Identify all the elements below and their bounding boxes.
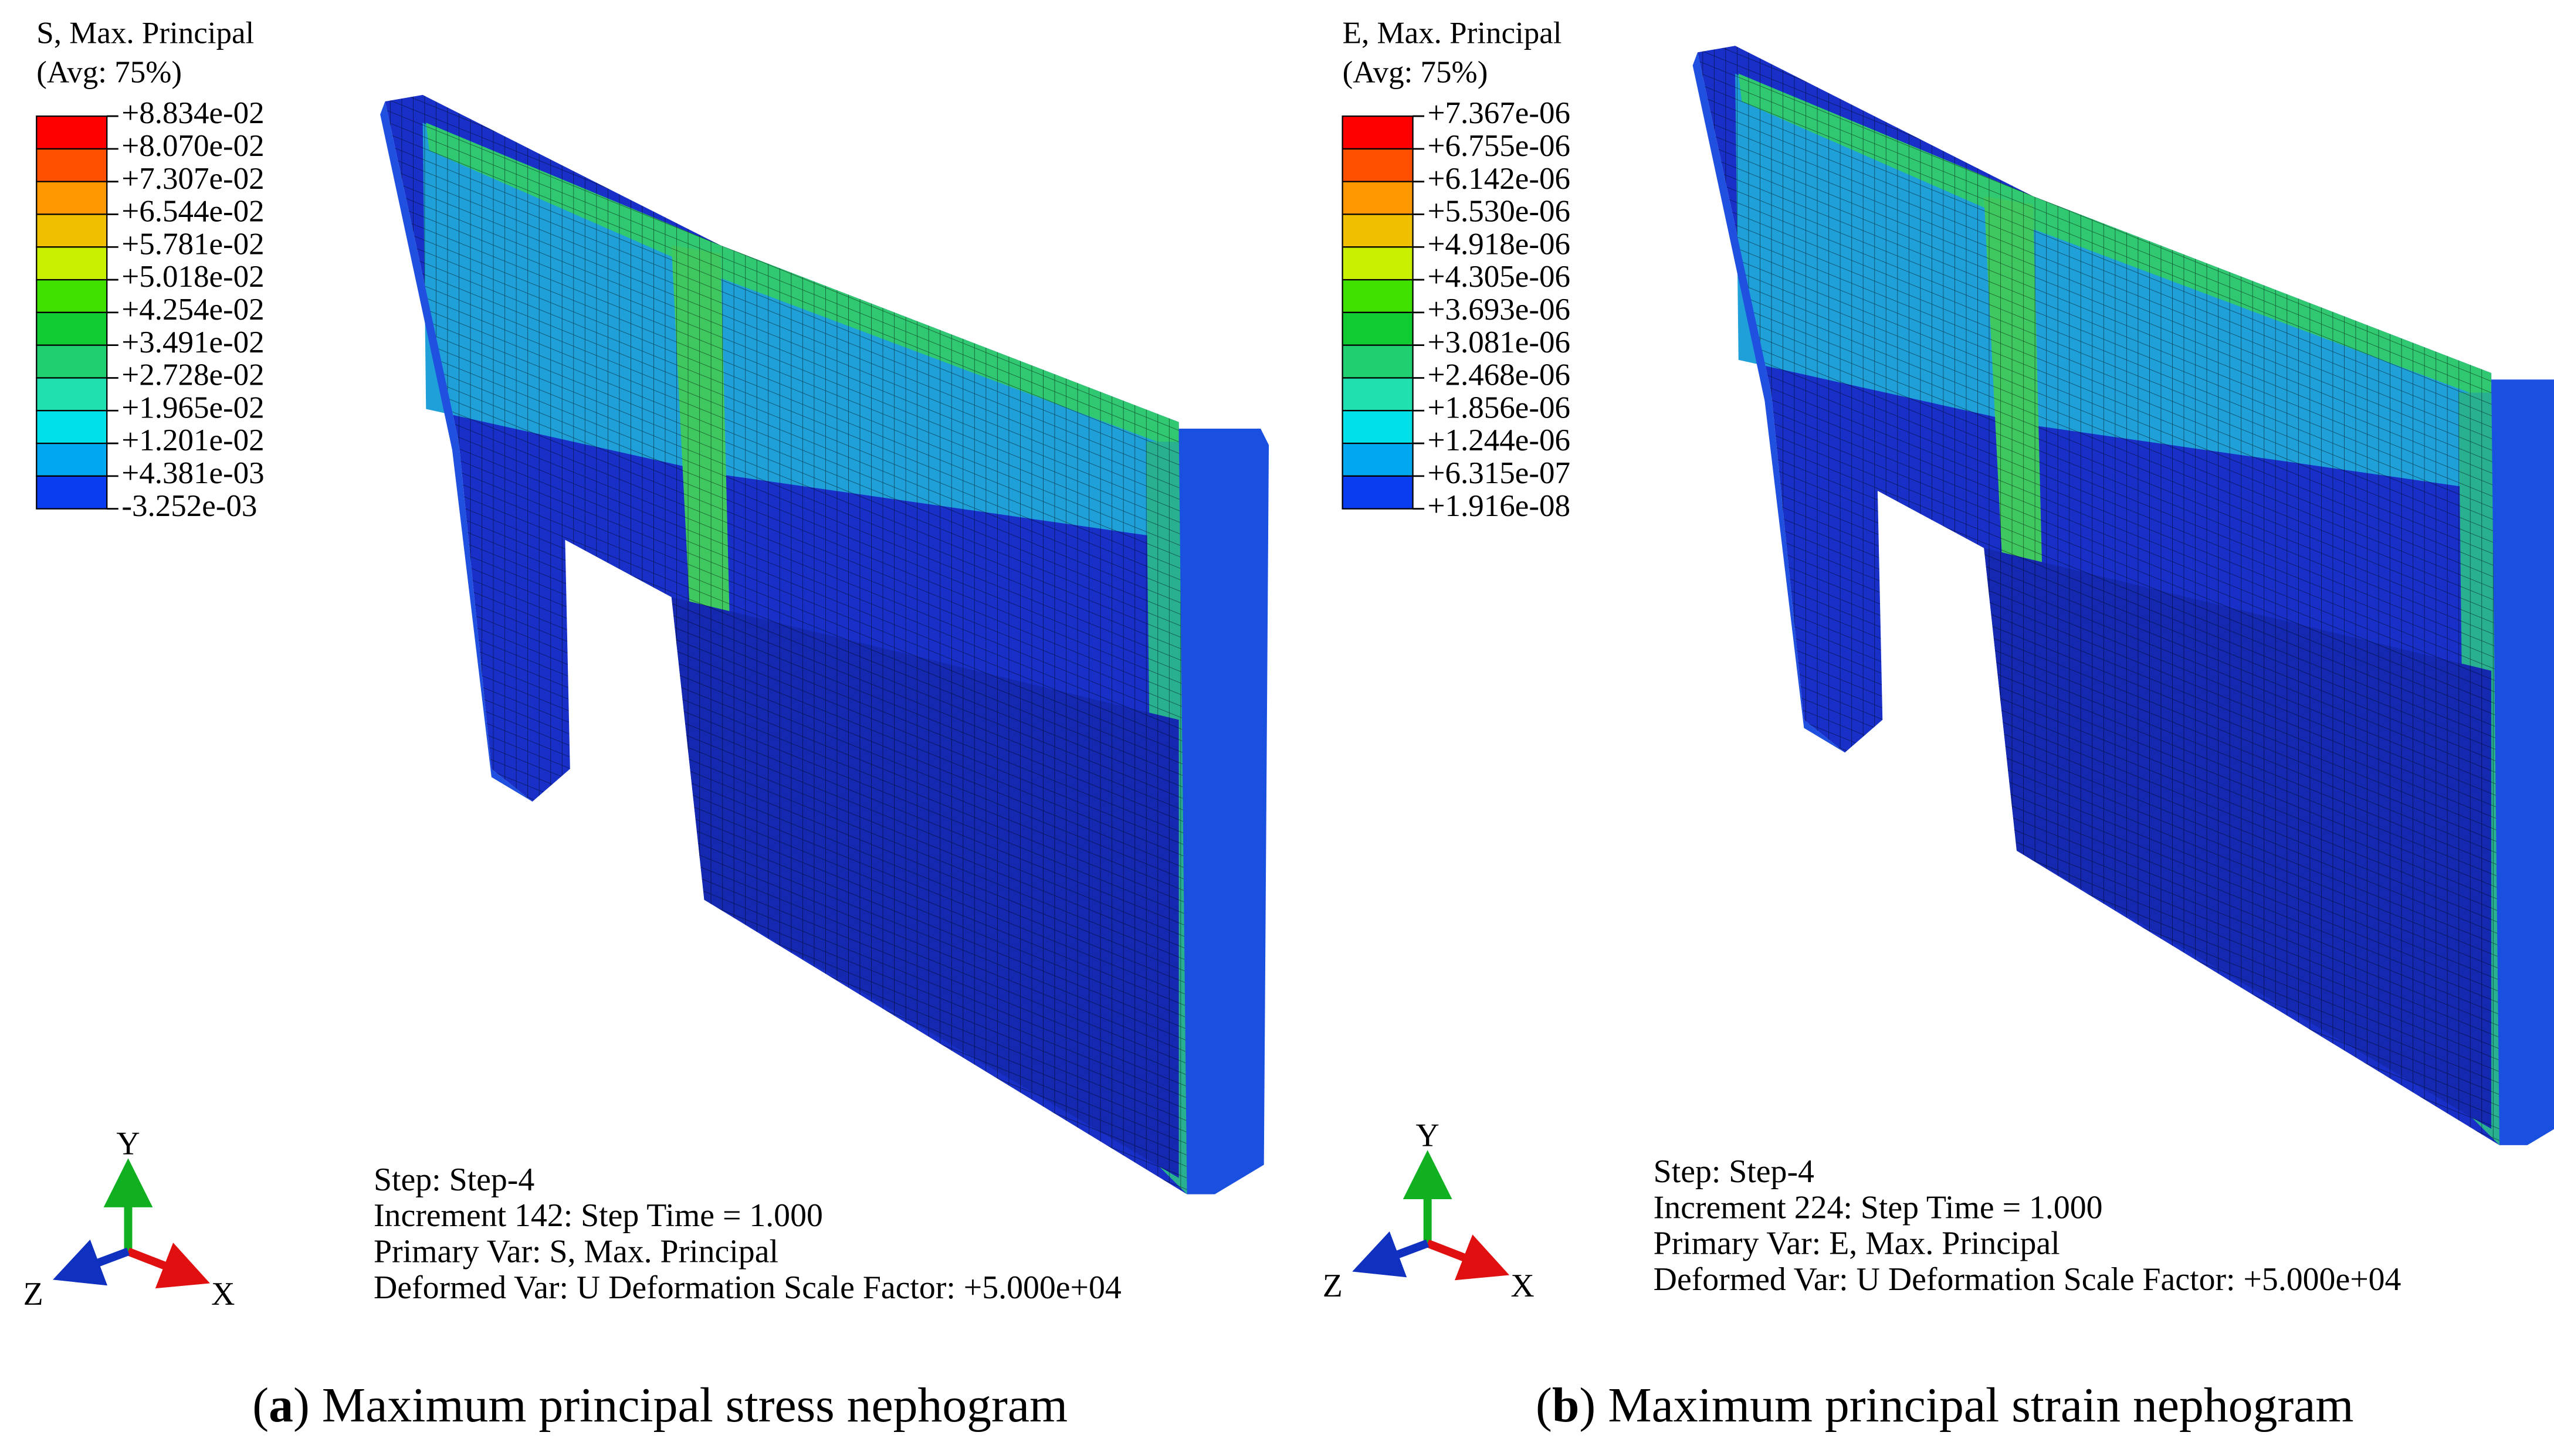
- legend-swatch: [1342, 246, 1414, 281]
- legend-label: +5.530e-06: [1428, 195, 1570, 229]
- legend-swatch: [36, 279, 108, 313]
- legend-swatch: [36, 410, 108, 444]
- legend-label: +4.254e-02: [121, 293, 264, 327]
- model-mesh: [1692, 46, 2554, 1145]
- legend-swatch: [36, 377, 108, 412]
- legend-swatch: [36, 344, 108, 379]
- axis-label: Z: [1323, 1268, 1343, 1304]
- axis-label: X: [211, 1276, 235, 1312]
- legend-label: +5.781e-02: [121, 227, 264, 261]
- legend-title: E, Max. Principal: [1343, 16, 1562, 50]
- step-info: Primary Var: E, Max. Principal: [1654, 1226, 2060, 1262]
- legend-label: +3.081e-06: [1428, 325, 1570, 359]
- legend-label: +2.728e-02: [121, 358, 264, 392]
- caption-part: ) Maximum principal stress nephogram: [293, 1378, 1068, 1433]
- legend-swatch: [1342, 311, 1414, 346]
- panel: S, Max. Principal (Avg: 75%) +8.834e-02+8.…: [23, 16, 1122, 1433]
- legend-swatch: [1342, 442, 1414, 477]
- legend-label: +6.755e-06: [1428, 129, 1570, 163]
- legend-label: -3.252e-03: [121, 489, 257, 523]
- axis-label: Z: [23, 1276, 43, 1312]
- step-info: Step: Step-4: [1654, 1153, 1814, 1190]
- axis-label: Y: [116, 1126, 140, 1162]
- axis-x: [1426, 1234, 1510, 1281]
- legend-label: +4.381e-03: [121, 456, 264, 490]
- legend-swatch: [36, 181, 108, 215]
- legend-swatch: [1342, 410, 1414, 444]
- legend-label: +1.244e-06: [1428, 423, 1570, 457]
- legend-label: +3.491e-02: [121, 325, 264, 359]
- legend-swatch: [36, 213, 108, 248]
- caption: (a) Maximum principal stress nephogram: [252, 1378, 1068, 1433]
- step-info: Primary Var: S, Max. Principal: [374, 1234, 778, 1270]
- legend-label: +8.834e-02: [121, 96, 264, 130]
- legend-label: +2.468e-06: [1428, 358, 1570, 392]
- legend-label: +3.693e-06: [1428, 293, 1570, 327]
- legend-label: +6.315e-07: [1428, 456, 1570, 490]
- axis-x: [126, 1243, 210, 1289]
- legend-swatch: [36, 311, 108, 346]
- legend-swatch: [1342, 279, 1414, 313]
- legend-label: +1.856e-06: [1428, 391, 1570, 425]
- legend-label: +7.367e-06: [1428, 96, 1570, 130]
- model-mesh: [380, 94, 1269, 1194]
- legend-swatch: [1342, 475, 1414, 510]
- caption-part: (: [1536, 1378, 1552, 1433]
- axis-label: Y: [1416, 1118, 1439, 1154]
- legend-swatch: [1342, 181, 1414, 215]
- legend-swatch: [36, 475, 108, 510]
- legend-label: +6.544e-02: [121, 195, 264, 229]
- step-info: Deformed Var: U Deformation Scale Factor…: [1654, 1261, 2401, 1298]
- legend-label: +5.018e-02: [121, 260, 264, 294]
- caption-part: a: [269, 1378, 293, 1433]
- axis-z: [1352, 1231, 1430, 1278]
- legend-label: +8.070e-02: [121, 129, 264, 163]
- caption: (b) Maximum principal strain nephogram: [1536, 1378, 2354, 1433]
- legend-swatch: [36, 148, 108, 182]
- caption-part: b: [1552, 1378, 1580, 1433]
- step-info: Deformed Var: U Deformation Scale Factor…: [374, 1270, 1122, 1306]
- caption-part: (: [252, 1378, 269, 1433]
- legend-label: +1.916e-08: [1428, 489, 1570, 523]
- legend-title: S, Max. Principal: [36, 16, 254, 50]
- legend-title: (Avg: 75%): [1343, 55, 1488, 89]
- legend-swatch: [1342, 377, 1414, 412]
- axis-z: [53, 1239, 130, 1286]
- legend-label: +4.305e-06: [1428, 260, 1570, 294]
- legend-title: (Avg: 75%): [36, 55, 182, 89]
- legend-swatch: [1342, 115, 1414, 150]
- legend-swatch: [1342, 213, 1414, 248]
- legend-swatch: [36, 442, 108, 477]
- axis-label: X: [1510, 1268, 1534, 1304]
- legend-swatch: [36, 115, 108, 150]
- legend-swatch: [36, 246, 108, 281]
- legend-swatch: [1342, 344, 1414, 379]
- step-info: Increment 142: Step Time = 1.000: [374, 1197, 823, 1234]
- legend-label: +1.201e-02: [121, 423, 264, 457]
- legend-label: +6.142e-06: [1428, 162, 1570, 196]
- step-info: Increment 224: Step Time = 1.000: [1654, 1189, 2103, 1226]
- legend-swatch: [1342, 148, 1414, 182]
- caption-part: ) Maximum principal strain nephogram: [1579, 1378, 2353, 1433]
- step-info: Step: Step-4: [374, 1162, 534, 1198]
- legend-label: +4.918e-06: [1428, 227, 1570, 261]
- legend-label: +1.965e-02: [121, 391, 264, 425]
- legend-label: +7.307e-02: [121, 162, 264, 196]
- panel: E, Max. Principal(Avg: 75%)+7.367e-06+6.…: [1323, 16, 2401, 1433]
